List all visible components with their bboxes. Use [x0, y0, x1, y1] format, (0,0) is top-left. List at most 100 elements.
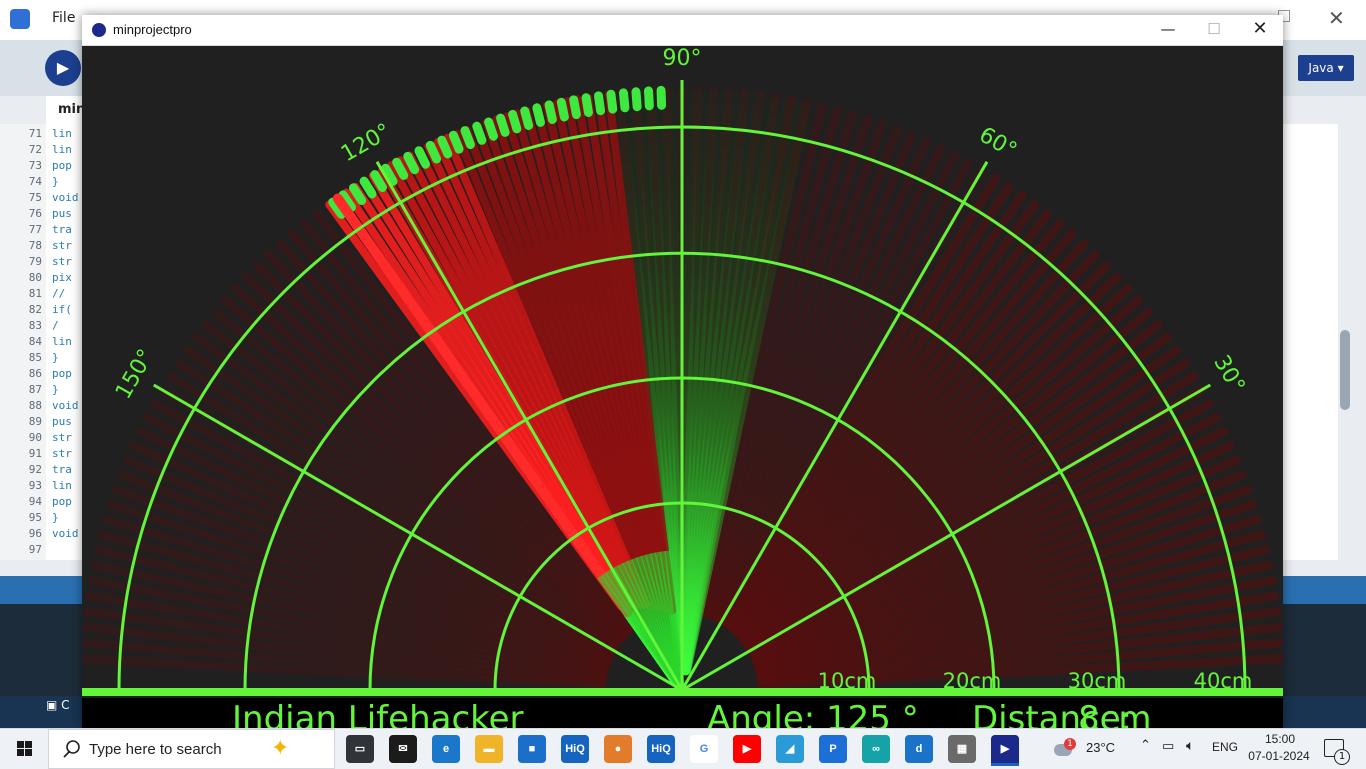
trail-line — [111, 485, 612, 668]
line-number: 82 — [28, 303, 42, 316]
d-app-icon[interactable]: d — [905, 735, 933, 763]
code-line: lin — [52, 479, 72, 492]
line-number: 73 — [28, 159, 42, 172]
line-number: 80 — [28, 271, 42, 284]
trail-line — [713, 150, 959, 624]
language-indicator[interactable]: ENG — [1212, 740, 1239, 754]
trail-line — [276, 239, 633, 636]
notes-app-icon[interactable]: ◢ — [776, 735, 804, 763]
close-button[interactable]: ✕ — [1252, 18, 1268, 39]
line-number: 93 — [28, 479, 42, 492]
clear-range-tip — [520, 106, 534, 130]
edge-browser-icon[interactable]: e — [432, 735, 460, 763]
trail-line — [94, 545, 609, 676]
mail-app-icon[interactable]: ✉ — [389, 735, 417, 763]
sketch-app-icon[interactable]: ▶ — [991, 735, 1019, 766]
search-highlight-icon: ✦ — [271, 736, 290, 761]
code-line: void — [52, 399, 79, 412]
line-number: 79 — [28, 255, 42, 268]
range-label: 30cm — [1068, 669, 1127, 693]
clear-range-tip — [508, 109, 522, 134]
clear-range-tip — [472, 121, 487, 145]
notification-count: 1 — [1334, 749, 1350, 765]
window-titlebar[interactable]: minprojectpro — ☐ ✕ — [82, 15, 1283, 46]
trail-line — [715, 158, 973, 625]
network-app-icon[interactable]: ▦ — [948, 735, 976, 763]
trail-line — [183, 345, 621, 650]
youtube-icon[interactable]: ▶ — [733, 735, 761, 763]
windows-start-icon[interactable] — [0, 729, 48, 769]
line-number: 71 — [28, 127, 42, 140]
clear-range-tip — [544, 100, 557, 125]
trail-line — [201, 320, 624, 646]
clear-range-tip — [414, 146, 431, 169]
minimize-button[interactable]: — — [1160, 20, 1176, 38]
google-icon[interactable]: G — [690, 735, 718, 763]
menu-file[interactable]: File — [52, 10, 76, 26]
clock-time[interactable]: 15:00 — [1264, 732, 1296, 746]
clear-range-tip — [437, 135, 453, 159]
weather-badge: 1 — [1064, 738, 1076, 750]
code-line: str — [52, 255, 72, 268]
mode-selector[interactable]: Java ▾ — [1298, 55, 1354, 81]
clear-range-tip — [359, 176, 377, 199]
trail-line — [702, 114, 872, 619]
trail-line — [117, 470, 612, 666]
trail-line — [299, 219, 637, 633]
trail-line — [287, 229, 635, 634]
hiq-app-icon[interactable]: HiQ — [561, 735, 589, 763]
task-view-icon[interactable]: ▭ — [346, 735, 374, 763]
trail-line — [710, 137, 931, 622]
trail-line — [221, 295, 626, 643]
code-line: pus — [52, 415, 72, 428]
run-button[interactable]: ▶ — [45, 50, 81, 86]
line-number: 96 — [28, 527, 42, 540]
line-gutter — [0, 124, 46, 560]
clear-range-tip — [370, 170, 387, 193]
range-label: 20cm — [943, 669, 1002, 693]
editor-scrollbar[interactable] — [1340, 330, 1350, 410]
trail-line — [264, 250, 632, 637]
weather-icon[interactable]: 1 — [1052, 736, 1078, 762]
medal-app-icon[interactable]: ● — [604, 735, 632, 763]
code-line: lin — [52, 127, 72, 140]
clear-range-tip — [496, 113, 510, 137]
tray-chevron-icon[interactable]: ⌃ — [1140, 738, 1151, 753]
weather-temp[interactable]: 23°C — [1086, 740, 1116, 755]
processing-ide-icon[interactable]: P — [819, 735, 847, 763]
trail-line — [711, 143, 945, 623]
angle-label: 150° — [111, 345, 159, 403]
ide-close-icon[interactable]: ✕ — [1328, 6, 1345, 30]
trail-line — [242, 272, 629, 640]
app-icon — [92, 23, 106, 37]
clear-range-tip — [484, 117, 498, 141]
code-line: pus — [52, 207, 72, 220]
sketch-window: minprojectpro — ☐ ✕ 30° 60° 90° 120° 150° 10… — [82, 15, 1283, 728]
trail-line — [97, 530, 610, 674]
trail-line — [82, 654, 607, 691]
clear-range-tip — [593, 91, 606, 116]
store-icon[interactable]: ■ — [518, 735, 546, 763]
angle-spoke — [681, 383, 1212, 692]
trail-line — [312, 209, 638, 632]
volume-icon[interactable]: 🔈︎ — [1186, 738, 1195, 754]
file-explorer-icon[interactable]: ▬ — [475, 735, 503, 763]
hiq-app-2-icon[interactable]: HiQ — [647, 735, 675, 763]
angle-label: 120° — [337, 119, 395, 167]
line-number: 90 — [28, 431, 42, 444]
battery-icon[interactable]: ▭ — [1162, 739, 1175, 754]
trail-line — [129, 441, 614, 662]
arduino-icon[interactable]: ∞ — [862, 735, 890, 763]
maximize-button[interactable]: ☐ — [1207, 20, 1221, 38]
clear-range-tip — [460, 126, 475, 150]
code-line: pop — [52, 495, 72, 508]
taskbar-search[interactable]: Type here to search ✦ — [48, 729, 335, 769]
line-number: 72 — [28, 143, 42, 156]
trail-line — [142, 413, 616, 659]
clock-date[interactable]: 07-01-2024 — [1248, 749, 1310, 763]
trail-line — [231, 284, 628, 641]
console-tab-label: C — [61, 698, 70, 712]
console-tab[interactable]: ▣ C — [46, 698, 70, 712]
angle-label: 30° — [1208, 351, 1249, 397]
sketch-tab[interactable]: min — [46, 96, 86, 124]
